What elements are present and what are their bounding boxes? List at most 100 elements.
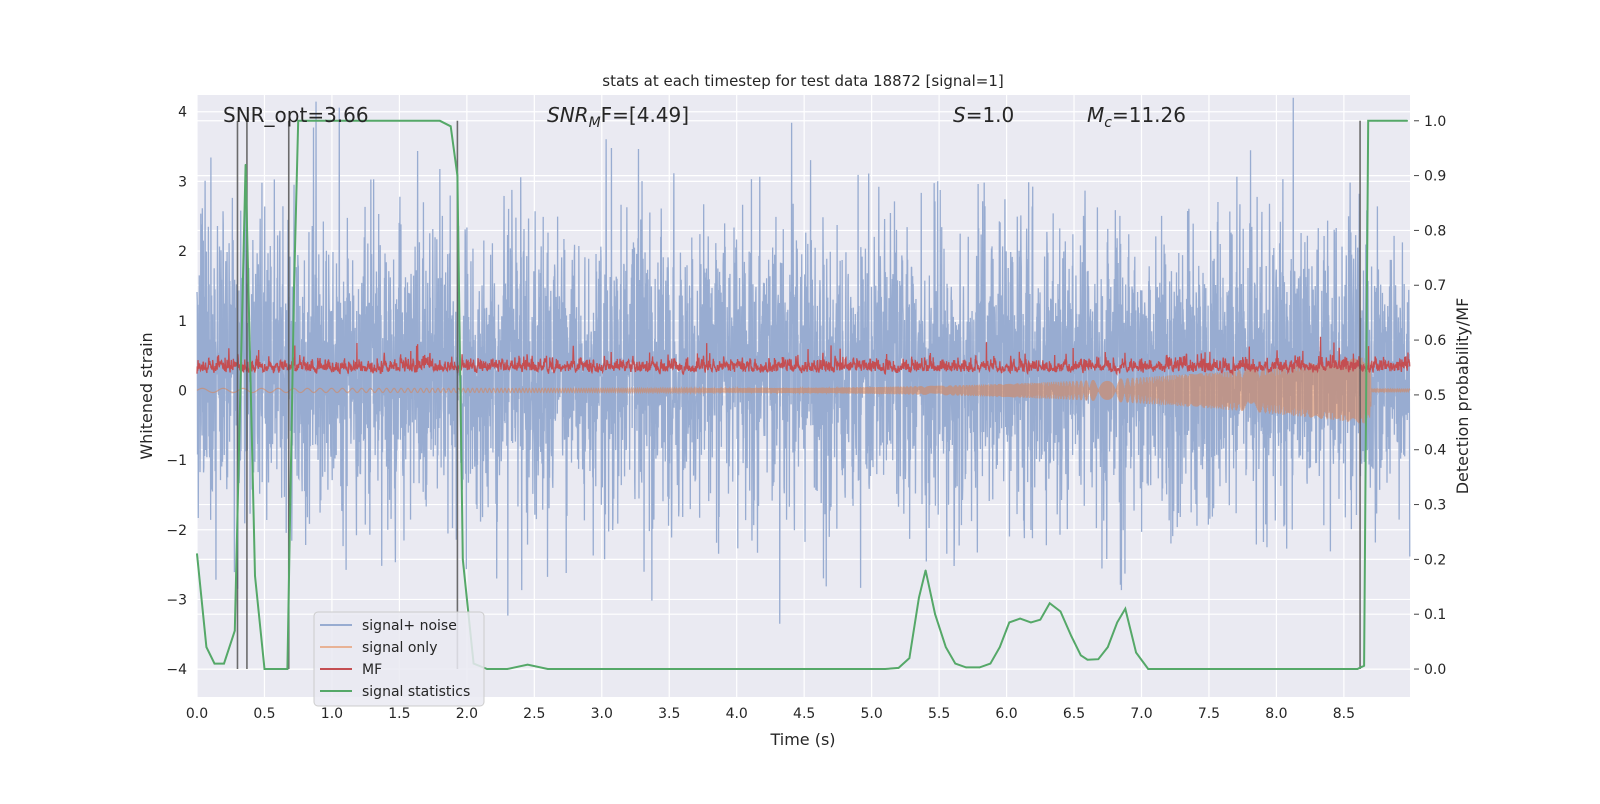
signal-statistics-point (945, 646, 947, 648)
annotation-snr-opt: SNR_opt=3.66 (223, 103, 369, 127)
signal-statistics-point (331, 119, 333, 122)
snr-mf-sub: M (589, 115, 601, 131)
series-signal-only (196, 357, 1411, 424)
x-tick-label: 0.0 (186, 706, 208, 722)
signal-statistics-point (286, 668, 289, 670)
y-right-tick-label: 1.0 (1424, 114, 1446, 130)
signal-statistics-point (1363, 664, 1365, 667)
signal-statistics-point (978, 666, 981, 669)
legend-label: signal statistics (362, 684, 470, 700)
signal-statistics-point (884, 668, 886, 670)
signal-statistics-point (934, 613, 936, 616)
y-right-tick-label: 0.1 (1424, 607, 1446, 623)
signal-statistics-point (1116, 621, 1119, 624)
y-right-tick-label: 0.2 (1424, 552, 1446, 568)
signal-statistics-point (924, 569, 927, 572)
signal-statistics-point (1376, 119, 1379, 122)
y-right-tick-label: 0.9 (1424, 169, 1446, 185)
signal-statistics-point (954, 662, 957, 665)
y-tick-label: 4 (178, 105, 187, 121)
signal-statistics-point (506, 668, 509, 670)
signal-statistics-point (1059, 610, 1062, 613)
signal-statistics-point (989, 662, 992, 665)
legend: signal+ noise signal only MF signal statist… (313, 611, 485, 707)
y-tick-label: 0 (178, 383, 187, 399)
signal-statistics-point (547, 668, 549, 670)
annotation-s: S=1.0 (953, 103, 1014, 127)
y-tick-label: −2 (166, 523, 187, 539)
x-tick-label: 4.5 (793, 706, 815, 722)
signal-statistics-point (213, 662, 216, 665)
x-tick-label: 2.0 (456, 706, 478, 722)
snr-mf-rest: F=[4.49] (601, 103, 689, 127)
y-right-tick-label: 0.5 (1424, 388, 1446, 404)
snr-mf-main: SNR (547, 103, 589, 127)
x-tick-label: 1.0 (321, 706, 343, 722)
signal-statistics-point (1135, 651, 1137, 654)
signal-statistics-point (1039, 618, 1042, 621)
signal-statistics-point (223, 662, 225, 665)
signal-statistics-point (735, 668, 738, 670)
signal-statistics-point (398, 119, 401, 122)
x-tick-label: 7.5 (1198, 706, 1220, 722)
x-tick-label: 8.0 (1265, 706, 1287, 722)
x-tick-label: 0.5 (253, 706, 275, 722)
x-tick-label: 5.5 (928, 706, 950, 722)
signal-statistics-point (1086, 658, 1089, 661)
legend-label: signal+ noise (362, 618, 457, 634)
signal-statistics-point (1030, 621, 1032, 624)
x-tick-label: 7.0 (1130, 706, 1152, 722)
signal-statistics-point (254, 575, 256, 577)
y-tick-label: 1 (178, 314, 187, 330)
series-signal-statistics (196, 119, 1409, 670)
signal-statistics-point (1019, 617, 1021, 620)
y-tick-label: 3 (178, 174, 187, 190)
y-axis-label: Whitened strain (137, 332, 156, 459)
signal-statistics-point (1275, 668, 1278, 670)
s-main: S (953, 103, 966, 127)
signal-statistics-point (456, 174, 459, 177)
annotation-snr-mf: SNRMF=[4.49] (547, 103, 689, 131)
signal-statistics-point (205, 646, 208, 648)
signal-only-line (196, 357, 1411, 424)
y-right-tick-label: 0.7 (1424, 278, 1446, 294)
signal-statistics-point (1406, 119, 1409, 122)
signal-statistics-point (1124, 607, 1127, 610)
signal-statistics-point (1070, 635, 1073, 637)
mc-sub: c (1104, 115, 1112, 131)
signal-statistics-point (870, 668, 873, 670)
mc-rest: =11.26 (1112, 103, 1186, 127)
signal-statistics-point (897, 667, 900, 669)
mf-line (196, 336, 1411, 377)
legend-label: signal only (362, 640, 437, 656)
x-tick-label: 5.0 (861, 706, 883, 722)
signal-statistics-point (1147, 668, 1150, 670)
x-tick-label: 6.0 (995, 706, 1017, 722)
x-axis-label: Time (s) (769, 730, 835, 749)
x-tick-label: 2.5 (523, 706, 545, 722)
x-tick-label: 8.5 (1333, 706, 1355, 722)
x-tick-label: 3.5 (658, 706, 680, 722)
signal-statistics-point (462, 558, 464, 561)
y-right-tick-label: 0.6 (1424, 333, 1446, 349)
signal-statistics-point (263, 668, 266, 670)
signal-statistics-point (196, 553, 198, 555)
signal-statistics-point (486, 668, 488, 670)
x-tick-label: 3.0 (591, 706, 613, 722)
signal-statistics-point (297, 119, 299, 122)
signal-statistics-point (908, 657, 911, 659)
signal-statistics-point (600, 668, 603, 670)
y-tick-label: −1 (166, 453, 187, 469)
series-mf (196, 336, 1411, 377)
legend-label: MF (362, 662, 382, 678)
y-tick-label: −4 (166, 662, 187, 678)
signal-statistics-point (1008, 621, 1011, 624)
x-tick-label: 1.5 (388, 706, 410, 722)
signal-statistics-point (449, 125, 452, 128)
signal-statistics-point (1356, 668, 1359, 670)
signal-statistics-point (1367, 119, 1369, 122)
signal-statistics-point (439, 119, 441, 122)
s-rest: =1.0 (966, 103, 1015, 127)
signal-statistics-point (244, 163, 247, 166)
